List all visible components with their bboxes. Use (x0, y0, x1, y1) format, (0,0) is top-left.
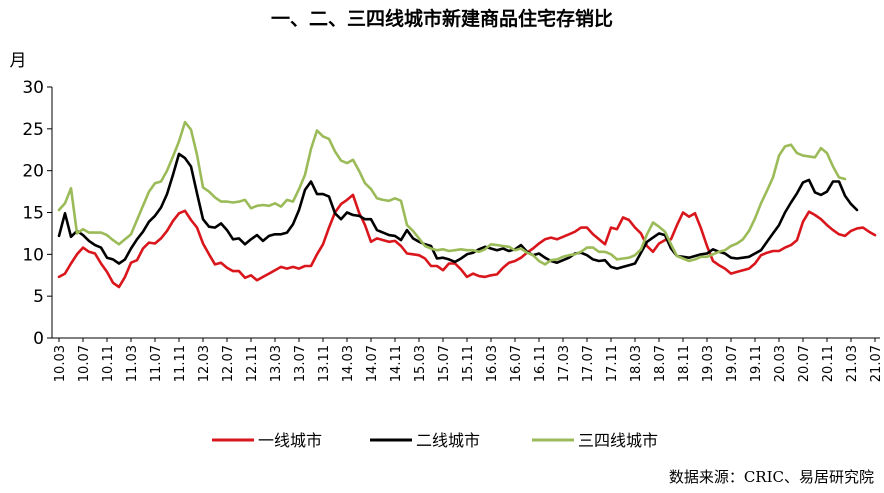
x-tick-label: 12.11 (245, 345, 260, 382)
x-tick-label: 14.07 (365, 345, 380, 382)
x-tick-label: 11.03 (125, 345, 140, 382)
x-tick-label: 14.03 (341, 345, 356, 382)
plot-lines (57, 120, 877, 289)
y-tick-label: 20 (22, 162, 44, 182)
x-tick-label: 21.03 (845, 345, 860, 382)
y-tick-label: 5 (33, 287, 44, 307)
x-tick-label: 13.07 (293, 345, 308, 382)
x-tick-label: 18.11 (677, 345, 692, 382)
legend-label-1: 一线城市 (258, 431, 322, 450)
x-tick-label: 15.11 (461, 345, 476, 382)
x-tick-label: 13.03 (269, 345, 284, 382)
x-tick-label: 16.11 (533, 345, 548, 382)
series-line-2 (57, 152, 859, 270)
source-note: 数据来源：CRIC、易居研究院 (669, 468, 874, 486)
x-tick-label: 18.07 (653, 345, 668, 382)
y-tick-label: 10 (22, 245, 44, 265)
legend-label-2: 二线城市 (416, 431, 480, 450)
x-tick-label: 18.03 (629, 345, 644, 382)
y-tick-label: 30 (22, 78, 44, 98)
y-tick-label: 0 (33, 329, 44, 349)
x-tick-label: 17.11 (605, 345, 620, 382)
x-tick-label: 16.03 (485, 345, 500, 382)
x-tick-label: 11.07 (149, 345, 164, 382)
series-line-3 (57, 120, 847, 266)
x-tick-label: 19.03 (701, 345, 716, 382)
x-tick-label: 20.11 (821, 345, 836, 382)
y-tick-label: 25 (22, 120, 44, 140)
x-tick-label: 17.07 (581, 345, 596, 382)
x-tick-label: 19.07 (725, 345, 740, 382)
legend-label-3: 三四线城市 (578, 431, 658, 450)
legend: 一线城市 二线城市 三四线城市 (212, 431, 658, 450)
x-tick-label: 14.11 (389, 345, 404, 382)
series-line-1 (57, 193, 877, 289)
x-tick-label: 17.03 (557, 345, 572, 382)
x-tick-label: 10.03 (53, 345, 68, 382)
y-axis-unit-label: 月 (10, 51, 27, 71)
x-tick-label: 20.07 (797, 345, 812, 382)
x-tick-label: 20.03 (773, 345, 788, 382)
chart-title: 一、二、三四线城市新建商品住宅存销比 (271, 7, 613, 30)
x-tick-label: 19.11 (749, 345, 764, 382)
x-tick-label: 21.07 (869, 345, 884, 382)
x-tick-label: 11.11 (173, 345, 188, 382)
x-tick-label: 12.07 (221, 345, 236, 382)
x-tick-label: 10.11 (101, 345, 116, 382)
x-tick-label: 12.03 (197, 345, 212, 382)
x-tick-label: 10.07 (77, 345, 92, 382)
x-tick-label: 16.07 (509, 345, 524, 382)
x-axis: 10.03 10.07 10.11 11.03 11.07 11.11 12.03 12.07… (52, 337, 884, 382)
x-tick-label: 15.07 (437, 345, 452, 382)
y-axis: 0 5 10 15 20 25 30 (22, 78, 53, 349)
x-tick-label: 15.03 (413, 345, 428, 382)
y-tick-label: 15 (22, 204, 44, 224)
x-tick-label: 13.11 (317, 345, 332, 382)
